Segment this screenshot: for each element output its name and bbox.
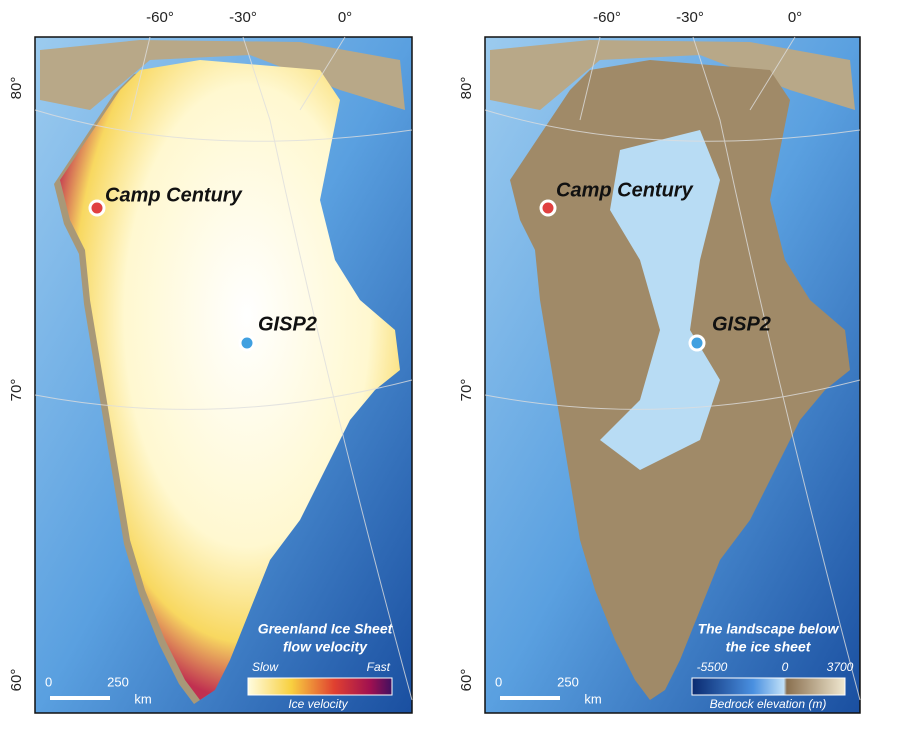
site-marker [688, 334, 706, 352]
bedrock-map: -60° -30° 0° 80° 70° 60° Camp Century GI… [458, 9, 861, 714]
site-label: GISP2 [712, 313, 771, 335]
legend-title: The landscape below [698, 621, 840, 637]
legend-caption: Ice velocity [288, 697, 348, 711]
legend-label: 0 [782, 660, 789, 674]
graticule [34, 36, 413, 701]
color-bar [691, 677, 846, 696]
lat-label: 80° [8, 77, 25, 100]
scale-label: 250 [557, 674, 579, 689]
scale-bar [50, 696, 110, 700]
scale-label: 0 [45, 674, 52, 689]
color-bar [247, 677, 393, 696]
legend-title: Greenland Ice Sheet [258, 621, 394, 637]
lat-label: 80° [458, 77, 475, 100]
site-label: Camp Century [105, 184, 243, 206]
site-marker [238, 334, 256, 352]
lon-label: -30° [676, 9, 704, 26]
legend-label: Slow [252, 660, 279, 674]
legend-label: 3700 [827, 660, 854, 674]
legend-caption: Bedrock elevation (m) [710, 697, 827, 711]
below-sea-level [600, 130, 720, 470]
lon-label: -30° [229, 9, 257, 26]
lat-label: 60° [458, 669, 475, 692]
scale-bar [500, 696, 560, 700]
lat-label: 70° [8, 379, 25, 402]
graticule [484, 36, 861, 701]
lon-label: 0° [338, 9, 352, 26]
site-label: Camp Century [556, 179, 694, 201]
legend-title: flow velocity [283, 639, 368, 655]
site-marker [539, 199, 557, 217]
legend-label: -5500 [697, 660, 728, 674]
scale-unit: km [584, 691, 601, 706]
scale-label: 0 [495, 674, 502, 689]
scale-unit: km [134, 691, 151, 706]
lat-label: 60° [8, 669, 25, 692]
legend-title: the ice sheet [726, 639, 812, 655]
lon-label: -60° [593, 9, 621, 26]
lon-label: 0° [788, 9, 802, 26]
velocity-map: -60° -30° 0° 80° 70° 60° Camp Century GI… [8, 9, 413, 714]
site-marker [88, 199, 106, 217]
lon-label: -60° [146, 9, 174, 26]
lat-label: 70° [458, 379, 475, 402]
site-label: GISP2 [258, 313, 317, 335]
legend-label: Fast [367, 660, 391, 674]
scale-label: 250 [107, 674, 129, 689]
